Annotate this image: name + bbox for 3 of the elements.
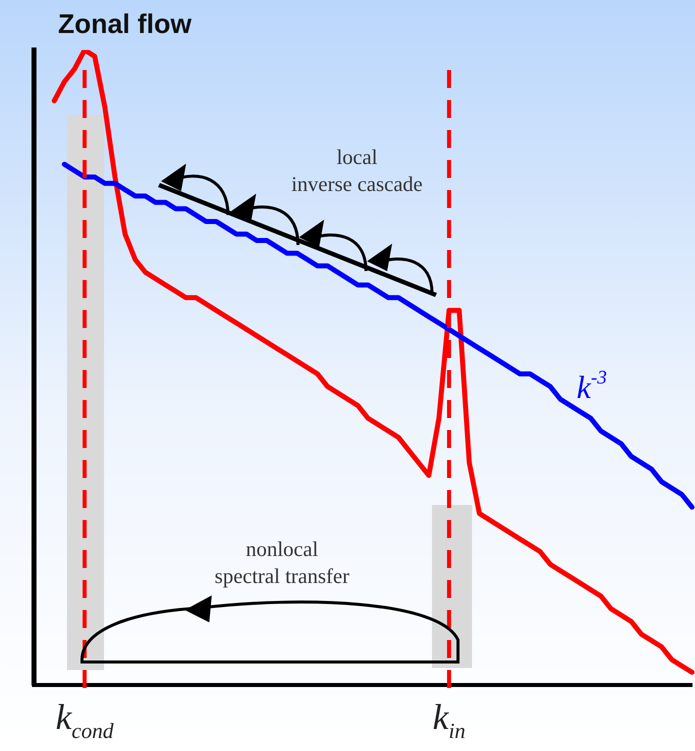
chart-title: Zonal flow [58, 8, 192, 39]
annotation: nonlocal spectral transfer [214, 537, 350, 588]
annotation: local inverse cascade [291, 145, 423, 196]
